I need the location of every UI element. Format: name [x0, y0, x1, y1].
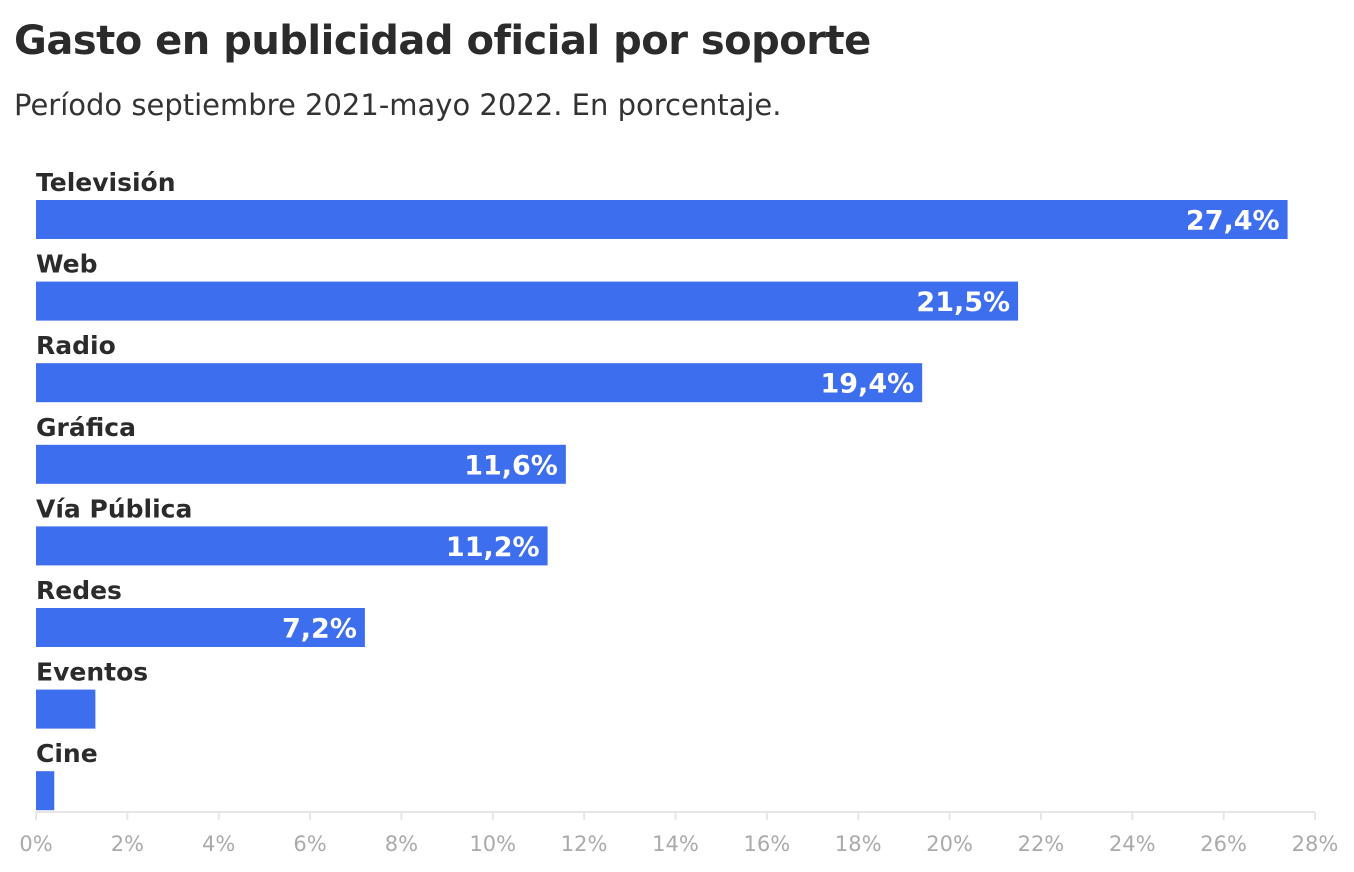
data-label-via-publica: 11,2% — [446, 532, 540, 563]
category-label-radio: Radio — [36, 331, 116, 360]
x-tick-label: 28% — [1292, 832, 1339, 856]
category-label-web: Web — [36, 250, 98, 279]
data-label-grafica: 11,6% — [464, 450, 558, 481]
x-tick-label: 4% — [202, 832, 235, 856]
category-label-via-publica: Vía Pública — [36, 494, 192, 523]
bar-redes — [36, 608, 365, 647]
x-tick-label: 2% — [111, 832, 144, 856]
data-label-television: 27,4% — [1186, 206, 1280, 237]
category-label-television: Televisión — [36, 168, 176, 197]
data-label-web: 21,5% — [916, 287, 1010, 318]
x-tick-label: 20% — [926, 832, 973, 856]
bar-eventos — [36, 689, 96, 729]
x-tick-label: 16% — [744, 832, 791, 856]
x-tick-label: 6% — [293, 832, 326, 856]
x-axis: 0% 2% 4% 6% 8% 10% 12% 14% 16% 18% 20% 22% 24% 26% 28% — [19, 811, 1339, 856]
bar-television — [36, 200, 1288, 239]
category-label-redes: Redes — [36, 576, 122, 605]
data-label-redes: 7,2% — [282, 614, 357, 645]
category-label-grafica: Gráfica — [36, 413, 136, 442]
x-tick-label: 0% — [19, 832, 52, 856]
x-tick-label: 10% — [469, 832, 516, 856]
chart-title: Gasto en publicidad oficial por soporte — [14, 18, 871, 64]
x-tick-label: 12% — [561, 832, 608, 856]
x-tick-label: 8% — [385, 832, 418, 856]
bar-via-publica — [36, 526, 548, 566]
chart-subtitle: Período septiembre 2021-mayo 2022. En po… — [14, 88, 782, 122]
category-label-eventos: Eventos — [36, 658, 148, 687]
x-tick-label: 26% — [1200, 832, 1247, 856]
bar-cine — [36, 771, 55, 811]
bars-group: Televisión 27,4% Web 21,5% Radio 19,4% Gráfica… — [36, 168, 1288, 811]
bar-web — [36, 281, 1019, 321]
x-tick-label: 22% — [1018, 832, 1065, 856]
bar-grafica — [36, 444, 566, 484]
x-tick-label: 14% — [652, 832, 699, 856]
bar-radio — [36, 363, 923, 403]
category-label-cine: Cine — [36, 739, 98, 768]
x-tick-label: 24% — [1109, 832, 1156, 856]
x-tick-label: 18% — [835, 832, 882, 856]
data-label-radio: 19,4% — [820, 369, 914, 400]
